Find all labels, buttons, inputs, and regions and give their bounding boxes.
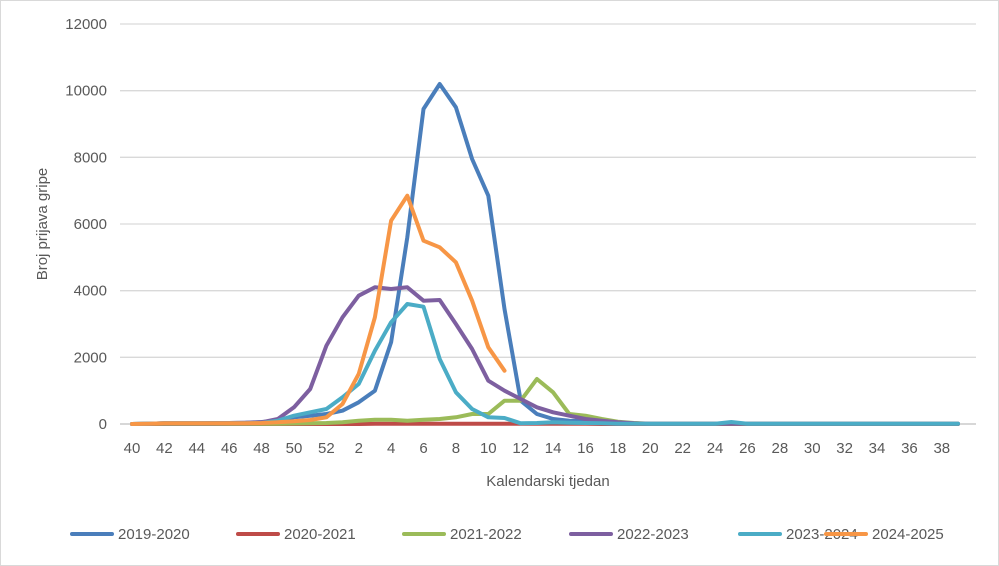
y-axis-title: Broj prijava gripe (34, 168, 51, 281)
legend-label: 2024-2025 (872, 526, 944, 543)
x-tick-label: 16 (577, 440, 594, 457)
x-tick-label: 22 (674, 440, 691, 457)
y-tick-label: 12000 (65, 16, 107, 33)
y-tick-label: 0 (99, 416, 107, 433)
y-tick-label: 4000 (74, 283, 107, 300)
gridlines (120, 23, 976, 425)
legend-item: 2023-2024 (738, 526, 858, 543)
y-tick-label: 10000 (65, 83, 107, 100)
legend-label: 2023-2024 (786, 526, 858, 543)
x-tick-label: 18 (610, 440, 627, 457)
series-line-2023-2024 (130, 302, 960, 426)
x-tick-label: 8 (452, 440, 460, 457)
series-line-2019-2020 (130, 82, 960, 426)
x-tick-labels: 40 42 44 46 48 50 52 2 4 6 8 10 12 14 16 18 20 22 24 26 28 30… (124, 440, 950, 457)
series-lines (130, 82, 960, 426)
legend-item: 2021-2022 (402, 526, 522, 543)
x-tick-label: 2 (355, 440, 363, 457)
x-tick-label: 4 (387, 440, 395, 457)
legend-item: 2019-2020 (70, 526, 190, 543)
x-tick-label: 24 (707, 440, 724, 457)
legend-label: 2020-2021 (284, 526, 356, 543)
legend-label: 2021-2022 (450, 526, 522, 543)
x-tick-label: 38 (933, 440, 950, 457)
legend-label: 2019-2020 (118, 526, 190, 543)
legend-item: 2022-2023 (569, 526, 689, 543)
y-tick-label: 2000 (74, 349, 107, 366)
y-tick-label: 6000 (74, 216, 107, 233)
legend-item: 2024-2025 (824, 526, 944, 543)
x-tick-label: 12 (512, 440, 529, 457)
x-tick-label: 26 (739, 440, 756, 457)
x-tick-label: 36 (901, 440, 918, 457)
legend-item: 2020-2021 (236, 526, 356, 543)
x-tick-label: 14 (545, 440, 562, 457)
x-tick-label: 32 (836, 440, 853, 457)
legend-label: 2022-2023 (617, 526, 689, 543)
series-line-2022-2023 (130, 285, 960, 426)
x-tick-label: 30 (804, 440, 821, 457)
x-tick-label: 6 (419, 440, 427, 457)
x-tick-label: 40 (124, 440, 141, 457)
x-tick-label: 42 (156, 440, 173, 457)
x-tick-label: 10 (480, 440, 497, 457)
legend: 2019-2020 2020-2021 2021-2022 2022-2023 2023… (70, 526, 944, 543)
x-tick-label: 50 (286, 440, 303, 457)
x-tick-label: 46 (221, 440, 238, 457)
x-tick-label: 52 (318, 440, 335, 457)
x-tick-label: 48 (253, 440, 270, 457)
series-line-2024-2025 (130, 193, 507, 426)
x-tick-label: 44 (188, 440, 205, 457)
y-tick-labels: 0 2000 4000 6000 8000 10000 12000 (65, 16, 107, 433)
x-tick-label: 28 (771, 440, 788, 457)
y-tick-label: 8000 (74, 149, 107, 166)
x-axis-title: Kalendarski tjedan (486, 473, 609, 490)
x-tick-label: 20 (642, 440, 659, 457)
x-tick-label: 34 (869, 440, 886, 457)
